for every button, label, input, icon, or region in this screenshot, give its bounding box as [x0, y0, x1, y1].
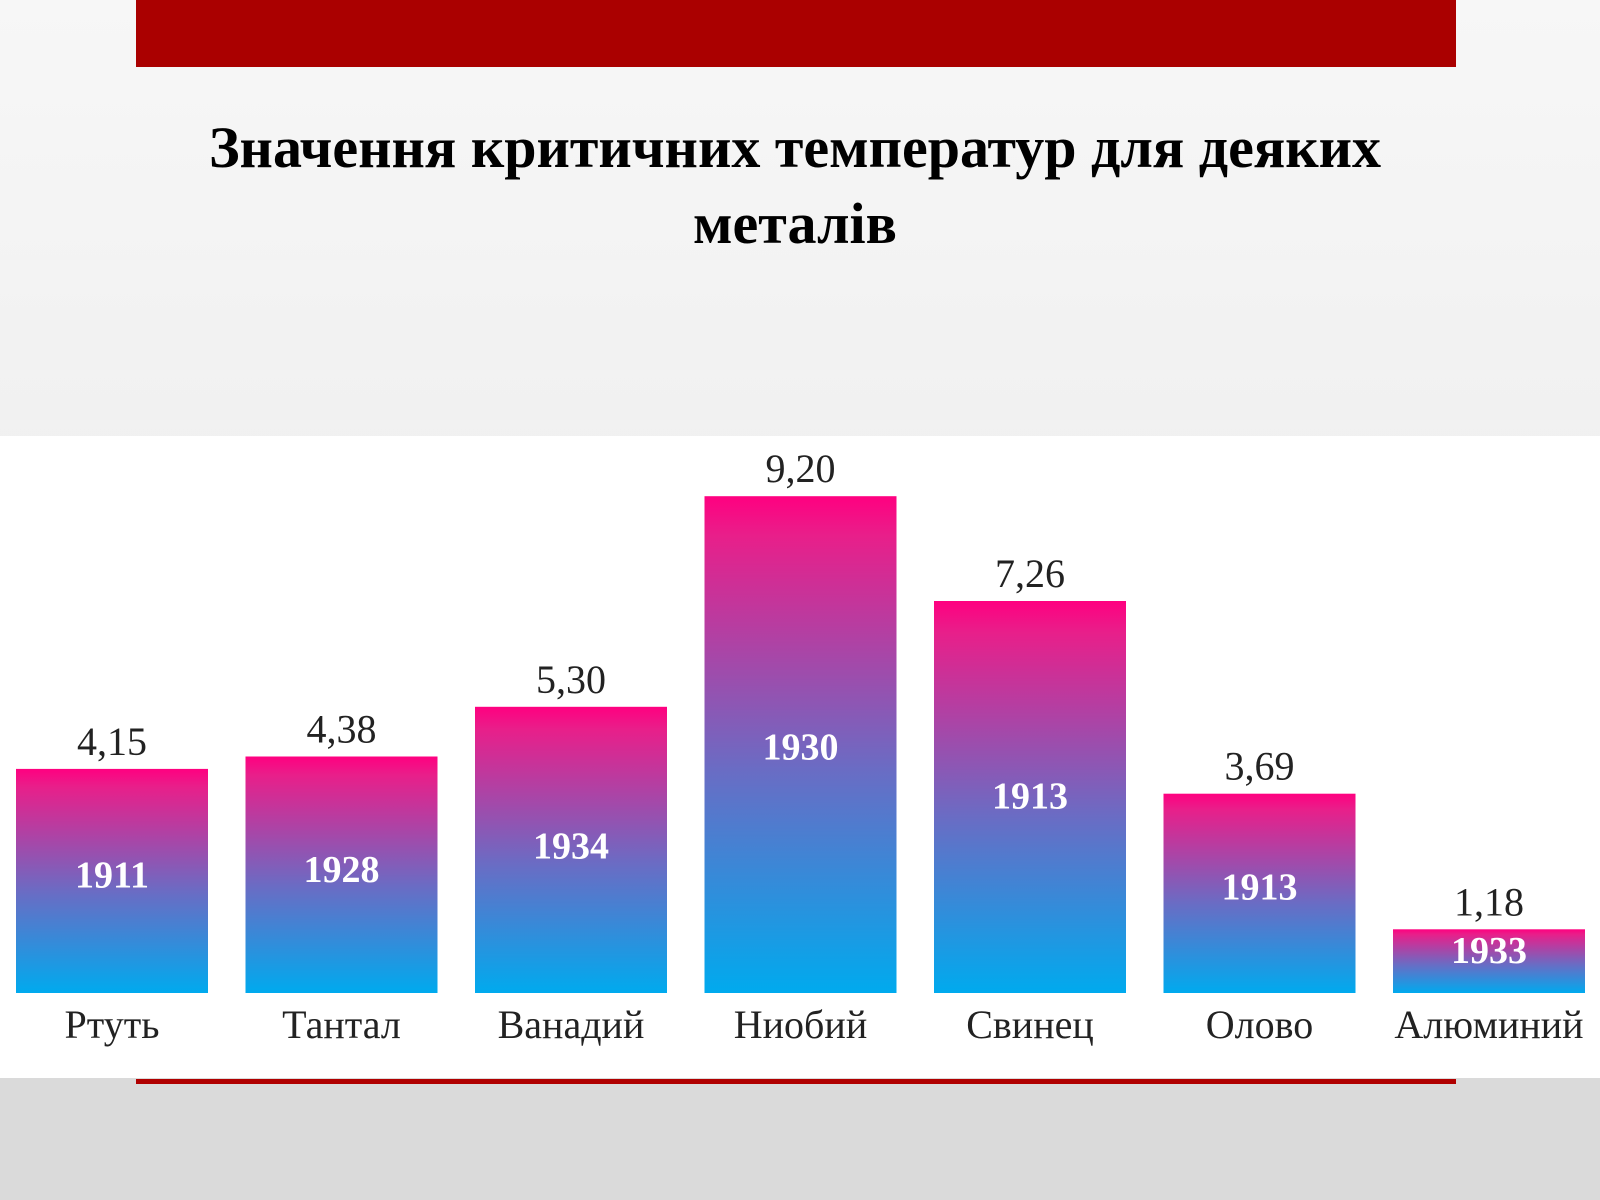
category-label: Алюминий — [1394, 1002, 1583, 1047]
year-label: 1913 — [992, 776, 1068, 818]
chart-panel: 4,15 1911 Ртуть 4,38 1928 Тантал 5,30 1934 Ванад… — [0, 436, 1600, 1078]
year-label: 1930 — [763, 727, 839, 769]
value-label: 4,15 — [77, 719, 147, 764]
bar — [1393, 929, 1585, 993]
category-label: Ртуть — [65, 1002, 160, 1047]
bar — [704, 496, 897, 993]
value-label: 7,26 — [995, 551, 1065, 596]
category-label: Тантал — [282, 1002, 401, 1047]
value-label: 5,30 — [536, 657, 606, 702]
year-label: 1934 — [533, 826, 609, 868]
category-label: Ниобий — [734, 1002, 867, 1047]
category-label: Свинец — [966, 1002, 1094, 1047]
value-label: 1,18 — [1454, 879, 1524, 924]
year-label: 1933 — [1451, 930, 1527, 972]
bar — [1163, 793, 1356, 993]
bar — [245, 756, 438, 993]
bars-group: 4,15 1911 Ртуть 4,38 1928 Тантал 5,30 1934 Ванад… — [16, 446, 1585, 1047]
bar — [934, 601, 1126, 993]
bar — [16, 768, 208, 993]
slide-background-bottom — [0, 1078, 1600, 1200]
category-label: Ванадий — [498, 1002, 645, 1047]
year-label: 1913 — [1222, 866, 1298, 908]
value-label: 9,20 — [766, 446, 836, 491]
year-label: 1928 — [304, 849, 380, 891]
slide-title: Значення критичних температур для деяких… — [208, 115, 1382, 256]
year-label: 1911 — [75, 855, 149, 897]
value-label: 3,69 — [1225, 744, 1295, 789]
header-accent-bar — [136, 0, 1456, 67]
bar — [475, 706, 667, 993]
value-label: 4,38 — [307, 707, 377, 752]
category-label: Олово — [1206, 1002, 1313, 1047]
footer-rule — [136, 1079, 1456, 1084]
bar-chart: 4,15 1911 Ртуть 4,38 1928 Тантал 5,30 1934 Ванад… — [16, 446, 1585, 1047]
